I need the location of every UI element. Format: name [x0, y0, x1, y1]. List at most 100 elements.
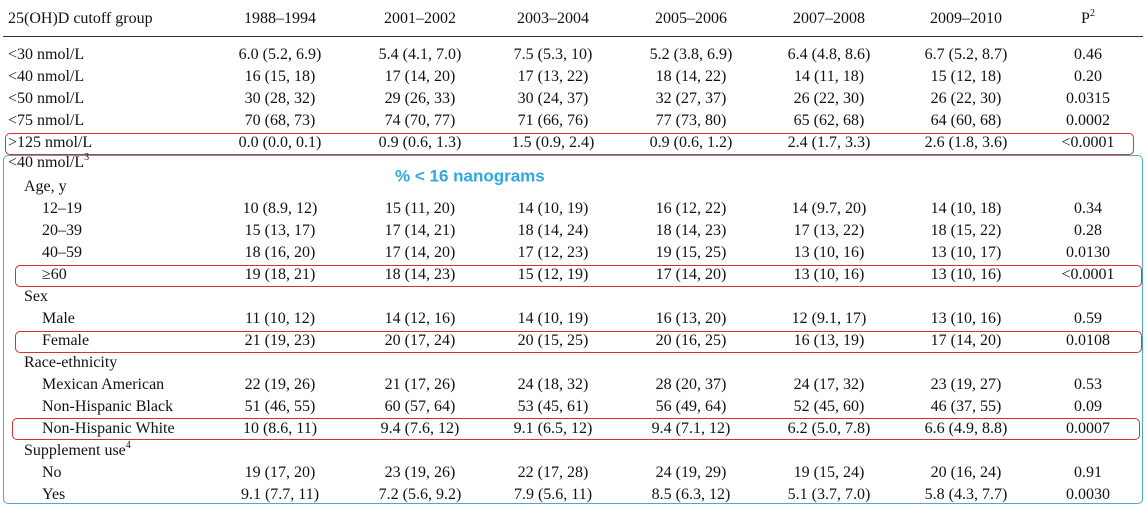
cell-text: 18 (14, 23) [384, 266, 456, 283]
cell-text: 8.5 (6.3, 12) [651, 486, 731, 503]
cell: 74 (70, 77) [385, 113, 456, 129]
cell: 17 (14, 20) [385, 245, 456, 261]
cell-text: 51 (46, 55) [244, 398, 316, 415]
p-value: 0.91 [1074, 465, 1102, 481]
cell: 14 (10, 19) [518, 201, 589, 217]
cell-text: 6.4 (4.8, 8.6) [787, 46, 871, 63]
cell: 15 (11, 20) [385, 201, 455, 217]
cell: 28 (20, 37) [656, 377, 727, 393]
cell: 10 (8.9, 12) [243, 201, 318, 217]
p-value: <0.0001 [1061, 135, 1114, 151]
cell-text: 7.2 (5.6, 9.2) [378, 486, 462, 503]
column-header: 2003–2004 [517, 11, 589, 27]
cell-text: 16 (12, 22) [655, 200, 727, 217]
cell: 53 (45, 61) [518, 399, 589, 415]
cell-text: 17 (13, 22) [793, 222, 865, 239]
cell-text: 7.9 (5.6, 11) [513, 486, 593, 503]
p-value: 0.34 [1074, 201, 1102, 217]
row-label-text: >125 nmol/L [8, 134, 93, 151]
cell: 20 (16, 25) [656, 333, 727, 349]
cell: 30 (24, 37) [518, 91, 589, 107]
cell: 5.4 (4.1, 7.0) [379, 47, 462, 63]
cell-text: 18 (14, 23) [655, 222, 727, 239]
cell-text: 19 (18, 21) [244, 266, 316, 283]
annotation: % < 16 nanograms [395, 168, 545, 185]
cell-text: 18 (15, 22) [930, 222, 1002, 239]
cell: 46 (37, 55) [931, 399, 1002, 415]
cell-text: 30 (28, 32) [244, 90, 316, 107]
p-value: 0.53 [1074, 377, 1102, 393]
cell-text: 17 (14, 21) [384, 222, 456, 239]
column-header-text: 2003–2004 [517, 10, 589, 27]
row-label: No [42, 465, 62, 481]
cell: 14 (10, 19) [518, 311, 589, 327]
cell: 32 (27, 37) [656, 91, 727, 107]
group-label: Supplement use4 [24, 440, 131, 459]
cell-text: 21 (19, 23) [244, 332, 316, 349]
p-value-text: <0.0001 [1061, 134, 1115, 151]
cell-text: 24 (19, 29) [655, 464, 727, 481]
cell: 13 (10, 16) [794, 245, 865, 261]
cell: 22 (19, 26) [245, 377, 316, 393]
column-header-text: 2009–2010 [930, 10, 1002, 27]
cell: 9.4 (7.6, 12) [381, 421, 460, 437]
cell: 14 (12, 16) [385, 311, 456, 327]
cell: 2.6 (1.8, 3.6) [925, 135, 1008, 151]
cell-text: 18 (16, 20) [244, 244, 316, 261]
cell: 14 (10, 18) [931, 201, 1002, 217]
cell-text: 1.5 (0.9, 2.4) [511, 134, 595, 151]
cell: 21 (19, 23) [245, 333, 316, 349]
group-label-text: Supplement use [24, 442, 126, 459]
p-value-text: 0.28 [1074, 222, 1102, 239]
cell-text: 24 (17, 32) [793, 376, 865, 393]
cell: 11 (10, 12) [245, 311, 315, 327]
cell-text: 7.5 (5.3, 10) [513, 46, 593, 63]
cell-text: 11 (10, 12) [244, 310, 316, 327]
cell: 8.5 (6.3, 12) [652, 487, 731, 503]
superscript: 3 [84, 152, 90, 163]
cell-text: 19 (17, 20) [244, 464, 316, 481]
cell: 13 (10, 17) [931, 245, 1002, 261]
cell: 24 (17, 32) [794, 377, 865, 393]
group-label: Race-ethnicity [24, 355, 117, 371]
cell-text: 2.6 (1.8, 3.6) [924, 134, 1008, 151]
p-value-text: 0.0030 [1066, 486, 1110, 503]
group-label: Sex [24, 289, 48, 305]
cell: 20 (16, 24) [931, 465, 1002, 481]
cell-text: 56 (49, 64) [655, 398, 727, 415]
cell-text: 52 (45, 60) [793, 398, 865, 415]
p-value: <0.0001 [1061, 267, 1114, 283]
cell: 9.1 (7.7, 11) [241, 487, 319, 503]
cell: 6.0 (5.2, 6.9) [239, 47, 322, 63]
cell-text: 14 (10, 19) [517, 200, 589, 217]
column-header: 2007–2008 [793, 11, 865, 27]
cell: 71 (66, 76) [518, 113, 589, 129]
superscript: 4 [125, 440, 131, 451]
cell: 77 (73, 80) [656, 113, 727, 129]
p-value: 0.0002 [1066, 113, 1110, 129]
cell-text: 70 (68, 73) [244, 112, 316, 129]
row-label-text: 12–19 [42, 200, 82, 217]
cell: 18 (16, 20) [245, 245, 316, 261]
row-label: <40 nmol/L [8, 69, 84, 85]
row-label-text: <75 nmol/L [8, 112, 85, 129]
cell: 19 (15, 24) [794, 465, 865, 481]
cell: 1.5 (0.9, 2.4) [512, 135, 595, 151]
row-label: Yes [42, 487, 65, 503]
superscript: 2 [1089, 8, 1095, 19]
p-value: 0.0030 [1066, 487, 1110, 503]
p-value-text: 0.34 [1074, 200, 1102, 217]
p-value-text: 0.46 [1074, 46, 1102, 63]
cell-text: 13 (10, 17) [930, 244, 1002, 261]
section-label: <40 nmol/L3 [8, 152, 90, 171]
cell-text: 15 (11, 20) [384, 200, 456, 217]
cell: 6.7 (5.2, 8.7) [925, 47, 1008, 63]
row-label-text: Non-Hispanic White [42, 420, 175, 437]
cell: 18 (14, 24) [518, 223, 589, 239]
cell: 19 (17, 20) [245, 465, 316, 481]
column-header: 2005–2006 [655, 11, 727, 27]
p-value: 0.0007 [1066, 421, 1110, 437]
row-label-text: Yes [42, 486, 66, 503]
column-header-text: 25(OH)D cutoff group [8, 10, 153, 27]
group-label: Age, y [24, 179, 67, 195]
